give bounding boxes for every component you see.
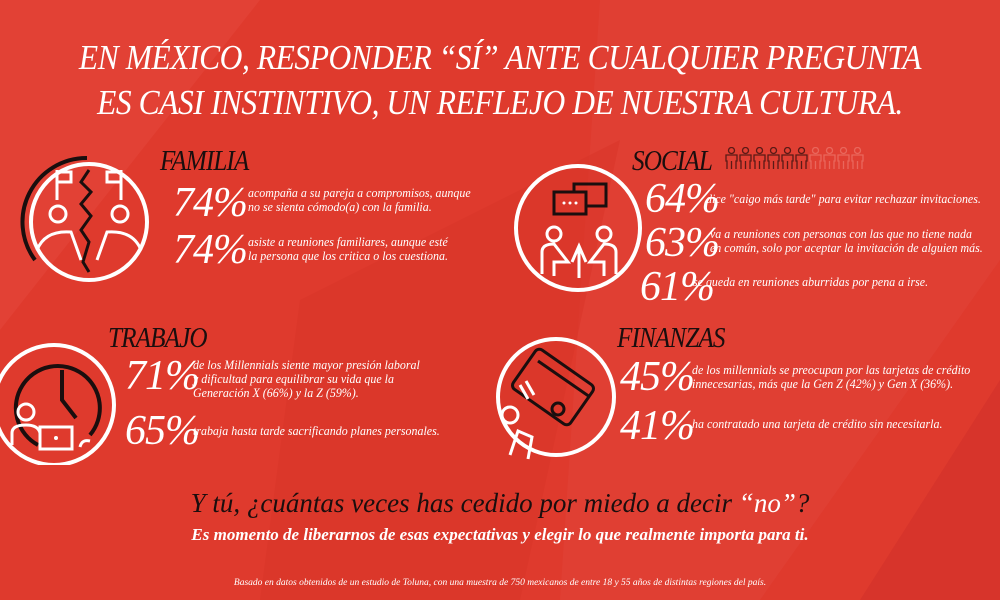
finanzas-stat-1-text-1: de los millennials se preocupan por las … bbox=[692, 362, 971, 377]
meeting-conversation-icon bbox=[514, 164, 642, 292]
familia-heading: FAMILIA bbox=[160, 146, 249, 177]
social-stat-2-pct: 63% bbox=[645, 220, 720, 266]
person-icon-faded bbox=[851, 147, 864, 169]
social-stat-3-text-1: se queda en reuniones aburridas por pena… bbox=[693, 274, 929, 289]
social-stat-1-pct: 64% bbox=[645, 176, 720, 222]
trabajo-stat-2-text-1: trabaja hasta tarde sacrificando planes … bbox=[193, 423, 440, 438]
finanzas-heading: FINANZAS bbox=[617, 323, 726, 354]
familia-stat-1-pct: 74% bbox=[173, 180, 248, 226]
person-icon-faded bbox=[837, 147, 850, 169]
headline-line-2: ES CASI INSTINTIVO, UN REFLEJO DE NUESTR… bbox=[97, 83, 903, 122]
person-icon-filled bbox=[725, 147, 738, 169]
person-icon-filled bbox=[767, 147, 780, 169]
trabajo-stat-1-pct: 71% bbox=[125, 353, 200, 399]
familia-stat-2-pct: 74% bbox=[173, 227, 248, 273]
closing-subtitle: Es momento de liberarnos de esas expecta… bbox=[191, 525, 809, 544]
credit-card-burden-icon bbox=[496, 337, 616, 460]
trabajo-stat-1-text-2: y dificultad para equilibrar su vida que… bbox=[193, 371, 394, 386]
person-icon-filled bbox=[781, 147, 794, 169]
social-stat-3-pct: 61% bbox=[640, 264, 715, 310]
person-icon-faded bbox=[809, 147, 822, 169]
headline-line-1: EN MÉXICO, RESPONDER “SÍ” ANTE CUALQUIER… bbox=[78, 38, 922, 77]
social-heading: SOCIAL bbox=[632, 146, 713, 177]
finanzas-stat-2-text-1: ha contratado una tarjeta de crédito sin… bbox=[692, 416, 943, 431]
person-icon-filled bbox=[795, 147, 808, 169]
familia-stat-1-text-2: no se sienta cómodo(a) con la familia. bbox=[248, 199, 432, 214]
person-icon-faded bbox=[823, 147, 836, 169]
work-clock-laptop-icon bbox=[0, 343, 116, 465]
question-no: “no” bbox=[738, 488, 796, 518]
footnote: Basado en datos obtenidos de un estudio … bbox=[233, 578, 767, 588]
finanzas-stat-1-pct: 45% bbox=[620, 354, 695, 400]
finanzas-stat-1-text-2: innecesarias, más que la Gen Z (42%) y G… bbox=[692, 376, 954, 391]
people-ratio-icons bbox=[725, 147, 864, 171]
social-stat-2-text-1: va a reuniones con personas con las que … bbox=[710, 226, 972, 241]
familia-stat-2-text-2: la persona que los critica o los cuestio… bbox=[248, 248, 448, 263]
trabajo-stat-1-text-3: Generación X (66%) y la Z (59%). bbox=[193, 385, 359, 400]
person-icon-filled bbox=[739, 147, 752, 169]
familia-stat-2-text-1: asiste a reuniones familiares, aunque es… bbox=[248, 234, 448, 249]
question-mark: ? bbox=[795, 488, 810, 518]
trabajo-stat-1-text-1: de los Millennials siente mayor presión … bbox=[193, 357, 420, 372]
finanzas-stat-2-pct: 41% bbox=[620, 403, 695, 449]
social-stat-2-text-2: en común, solo por aceptar la invitación… bbox=[710, 240, 983, 255]
broken-family-icon bbox=[20, 155, 149, 282]
person-icon-filled bbox=[753, 147, 766, 169]
trabajo-heading: TRABAJO bbox=[108, 323, 208, 354]
social-stat-1-text-1: dice "caigo más tarde" para evitar recha… bbox=[706, 191, 981, 206]
closing-question: Y tú, ¿cuántas veces has cedido por mied… bbox=[0, 488, 1000, 519]
trabajo-stat-2-pct: 65% bbox=[125, 408, 200, 454]
question-text: Y tú, ¿cuántas veces has cedido por mied… bbox=[190, 488, 739, 518]
familia-stat-1-text-1: acompaña a su pareja a compromisos, aunq… bbox=[248, 185, 471, 200]
